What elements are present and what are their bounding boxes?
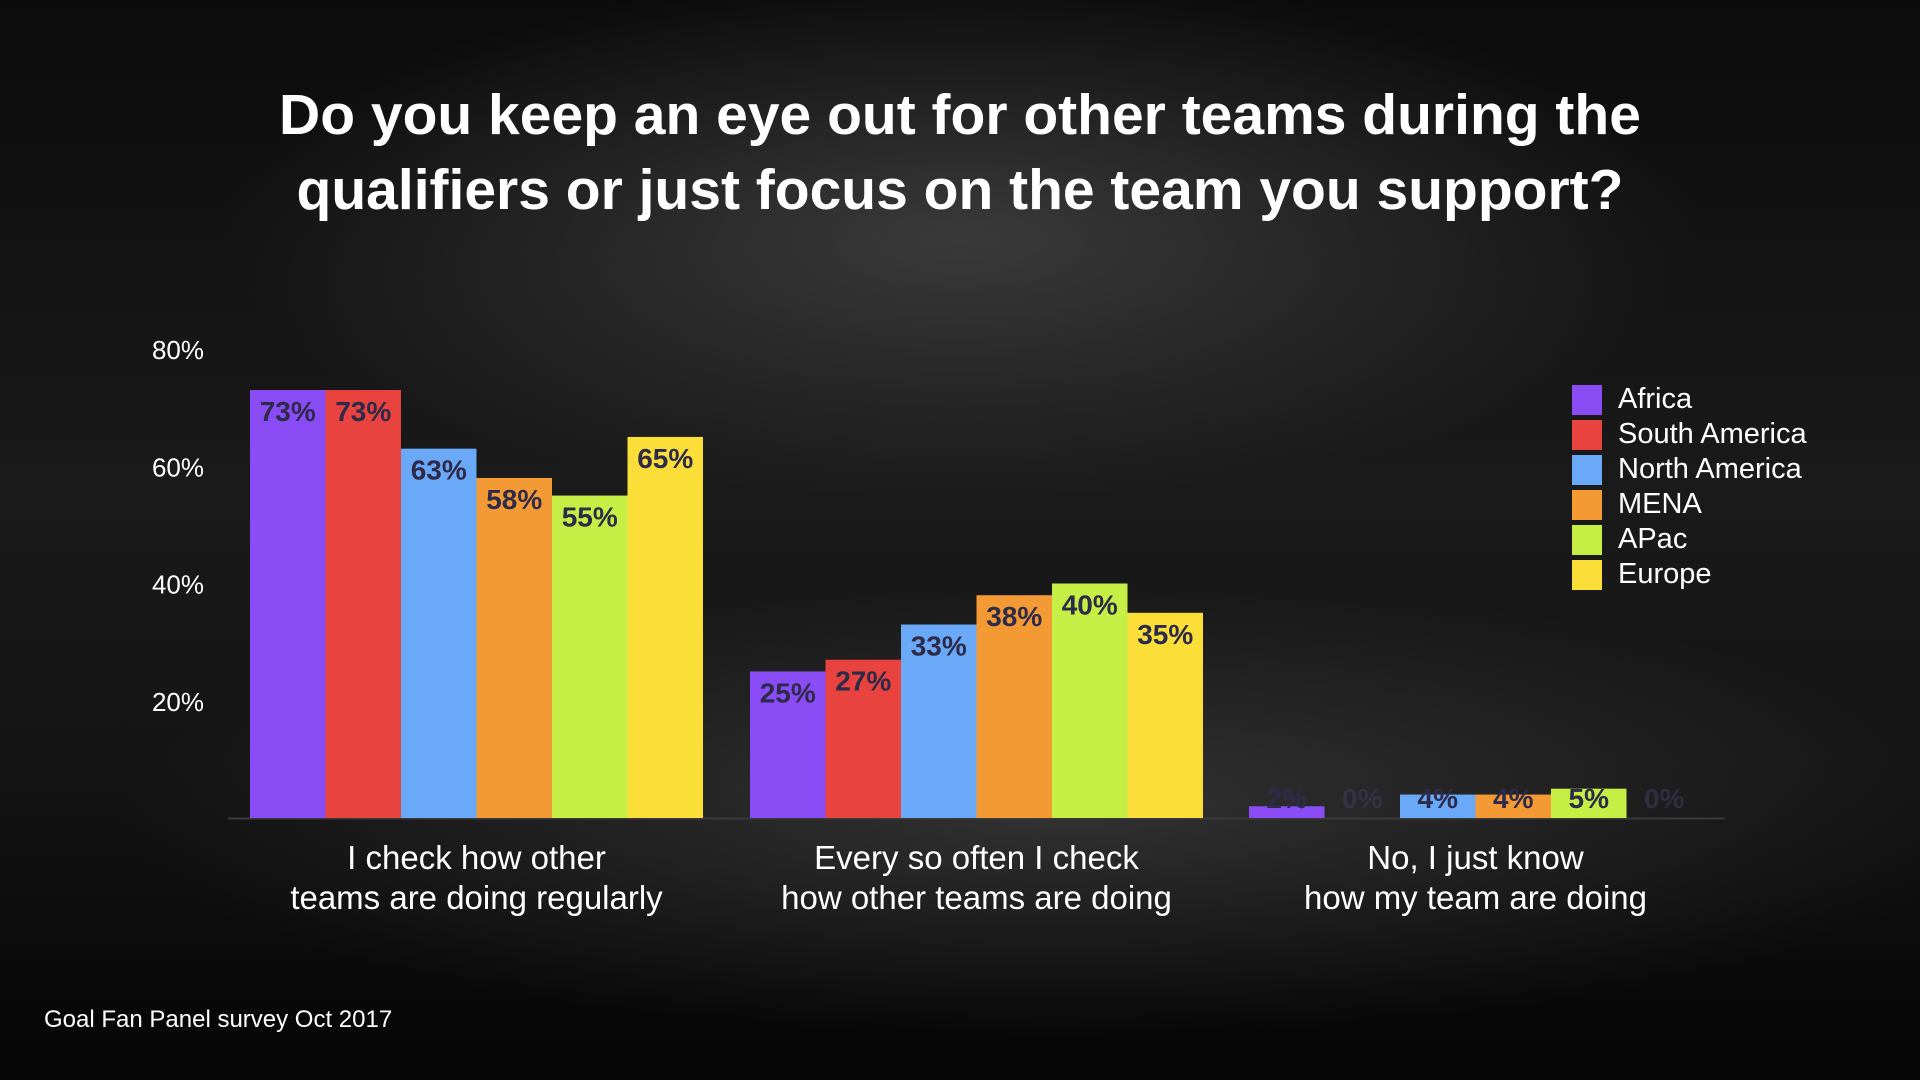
legend-item: Europe <box>1572 557 1807 592</box>
bar <box>476 477 552 818</box>
bar <box>401 448 477 818</box>
legend-swatch <box>1572 384 1602 415</box>
x-category-label: teams are doing regularly <box>290 879 663 916</box>
bar <box>1052 583 1128 818</box>
data-label: 65% <box>637 443 693 474</box>
legend-swatch <box>1572 489 1602 520</box>
chart-title: Do you keep an eye out for other teams d… <box>160 78 1760 228</box>
legend-swatch <box>1572 559 1602 590</box>
bar <box>825 659 901 818</box>
bar <box>325 390 401 818</box>
x-category-label: how my team are doing <box>1304 879 1647 916</box>
data-label: 55% <box>562 502 618 533</box>
legend-label: Africa <box>1618 383 1693 415</box>
data-label: 38% <box>986 601 1042 632</box>
legend-label: North America <box>1618 453 1802 485</box>
source-note: Goal Fan Panel survey Oct 2017 <box>44 1006 393 1033</box>
legend-swatch <box>1572 419 1602 450</box>
data-label: 0% <box>1644 783 1685 814</box>
data-label: 4% <box>1418 783 1459 814</box>
x-category-label: how other teams are doing <box>781 879 1172 916</box>
bar <box>901 624 977 818</box>
legend-label: MENA <box>1618 488 1702 520</box>
y-tick-label: 60% <box>152 452 204 482</box>
y-tick-label: 40% <box>152 570 204 600</box>
legend-item: MENA <box>1572 487 1807 522</box>
bar <box>1400 794 1476 818</box>
bar <box>1475 794 1551 818</box>
y-tick-label: 20% <box>152 687 204 717</box>
chart-title-line-1: Do you keep an eye out for other teams d… <box>279 83 1641 147</box>
legend: Africa South America North America MENA APac… <box>1572 382 1807 592</box>
bar <box>250 390 326 818</box>
bar <box>1249 806 1325 818</box>
legend-label: South America <box>1618 418 1807 450</box>
data-label: 5% <box>1569 783 1610 814</box>
legend-item: South America <box>1572 417 1807 452</box>
data-label: 0% <box>1342 783 1383 814</box>
bar <box>552 495 628 818</box>
y-tick-label: 80% <box>152 335 204 365</box>
bar <box>1551 788 1627 818</box>
bar <box>627 436 703 818</box>
data-label: 25% <box>760 677 816 708</box>
data-label: 33% <box>911 631 967 662</box>
x-category-label: Every so often I check <box>814 839 1139 876</box>
data-label: 4% <box>1493 783 1534 814</box>
legend-label: Europe <box>1618 558 1712 590</box>
data-label: 58% <box>486 484 542 515</box>
bar <box>976 595 1052 818</box>
chart-title-line-2: qualifiers or just focus on the team you… <box>296 158 1624 222</box>
bar <box>1127 612 1203 818</box>
data-label: 73% <box>335 396 391 427</box>
data-label: 63% <box>411 455 467 486</box>
x-category-label: No, I just know <box>1367 839 1584 876</box>
legend-item: North America <box>1572 452 1807 487</box>
legend-item: Africa <box>1572 382 1807 417</box>
legend-swatch <box>1572 454 1602 485</box>
data-label: 2% <box>1267 783 1308 814</box>
legend-label: APac <box>1618 523 1688 555</box>
bar <box>750 671 826 818</box>
data-label: 27% <box>835 666 891 697</box>
x-category-label: I check how other <box>347 839 606 876</box>
legend-item: APac <box>1572 522 1807 557</box>
legend-swatch <box>1572 524 1602 555</box>
data-label: 35% <box>1137 619 1193 650</box>
data-label: 73% <box>260 396 316 427</box>
data-label: 40% <box>1062 590 1118 621</box>
